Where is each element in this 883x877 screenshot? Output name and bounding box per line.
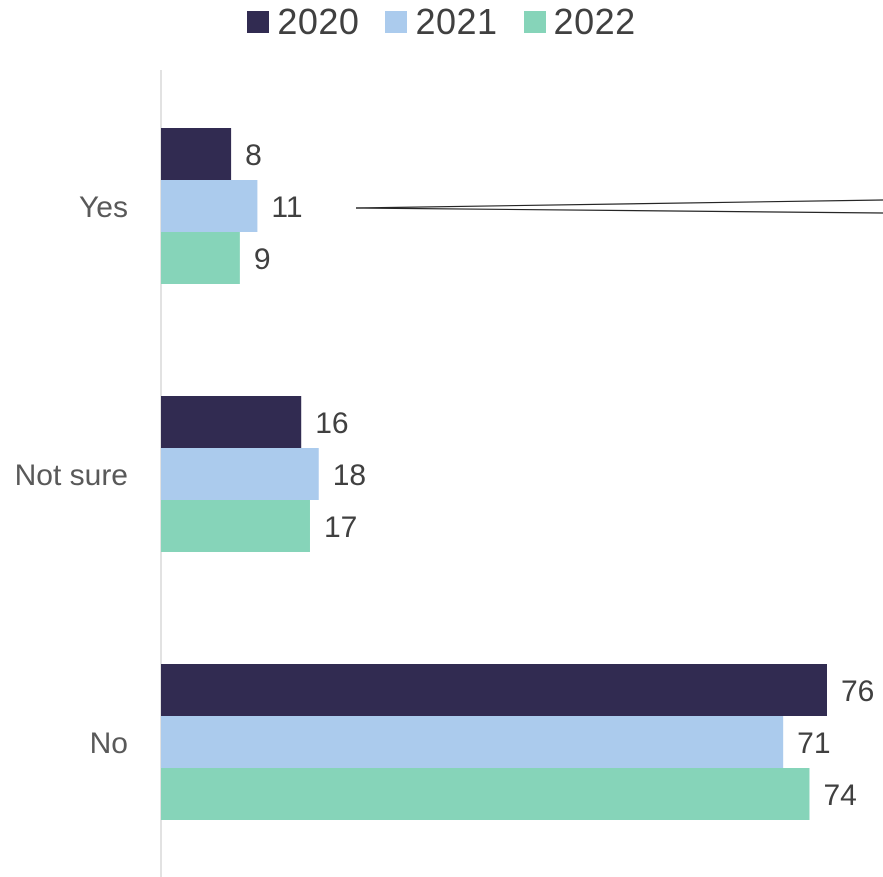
bar-not-sure-2020 bbox=[161, 396, 302, 448]
leader-line-upper bbox=[355, 199, 883, 209]
legend-item-2022: 2022 bbox=[523, 1, 636, 43]
category-label-not-sure: Not sure bbox=[15, 459, 128, 492]
category-label-yes: Yes bbox=[79, 191, 128, 224]
bars-group bbox=[161, 128, 827, 820]
value-label-no-2022: 74 bbox=[823, 779, 856, 812]
legend-label-2020: 2020 bbox=[277, 1, 360, 42]
category-label-no: No bbox=[90, 727, 128, 760]
bar-not-sure-2021 bbox=[161, 448, 319, 500]
bar-no-2022 bbox=[161, 768, 810, 820]
value-label-not-sure-2020: 16 bbox=[315, 407, 348, 440]
legend-swatch-2020 bbox=[247, 11, 270, 33]
bar-not-sure-2022 bbox=[161, 500, 310, 552]
legend-swatch-2022 bbox=[523, 11, 546, 33]
value-label-not-sure-2022: 17 bbox=[324, 511, 357, 544]
value-label-not-sure-2021: 18 bbox=[333, 459, 366, 492]
bar-yes-2021 bbox=[161, 180, 258, 232]
value-label-yes-2020: 8 bbox=[245, 139, 262, 172]
value-label-yes-2021: 11 bbox=[271, 191, 302, 224]
legend-label-2021: 2021 bbox=[415, 1, 498, 42]
chart-legend: 2020 2021 2022 bbox=[0, 0, 883, 44]
bar-yes-2020 bbox=[161, 128, 232, 180]
bar-no-2021 bbox=[161, 716, 784, 768]
value-label-no-2020: 76 bbox=[841, 675, 874, 708]
legend-swatch-2021 bbox=[385, 11, 408, 33]
legend-item-2021: 2021 bbox=[385, 1, 497, 43]
bar-yes-2022 bbox=[161, 232, 240, 284]
legend-item-2020: 2020 bbox=[247, 1, 359, 43]
category-labels: Yes Not sure No bbox=[15, 191, 128, 760]
bar-no-2020 bbox=[161, 664, 827, 716]
value-label-no-2021: 71 bbox=[797, 727, 830, 760]
value-labels: 8 119 16 18 17 76 71 74 bbox=[245, 139, 874, 812]
legend-label-2022: 2022 bbox=[553, 1, 636, 42]
leader-line-lower bbox=[355, 207, 883, 214]
value-label-yes-2022: 9 bbox=[254, 243, 271, 276]
